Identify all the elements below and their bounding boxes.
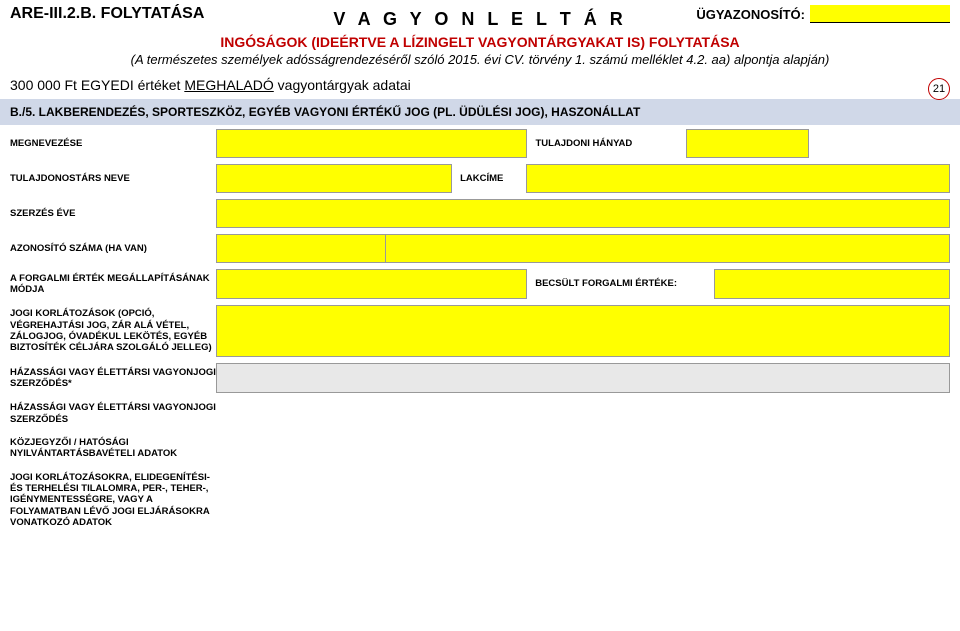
row-kozjegyzoi: KÖZJEGYZŐI / HATÓSÁGI NYILVÁNTARTÁSBAVÉT… [10,434,950,463]
row-forgalmi: A FORGALMI ÉRTÉK MEGÁLLAPÍTÁSÁNAK MÓDJA … [10,269,950,299]
threshold-note: 300 000 Ft EGYEDI értéket MEGHALADÓ vagy… [0,67,960,99]
field-forgalmi-modja[interactable] [217,270,527,299]
label-szerzes-eve: SZERZÉS ÉVE [10,200,217,228]
row-jogi-eljaras: JOGI KORLÁTOZÁSOKRA, ELIDEGENÍTÉSI- ÉS T… [10,469,950,532]
page-number: 21 [928,78,950,100]
subtitle-red: INGÓSÁGOK (IDEÉRTVE A LÍZINGELT VAGYONTÁ… [0,34,960,50]
label-tulajdonostars: TULAJDONOSTÁRS NEVE [10,165,217,193]
field-jogi-korlatozasok[interactable] [217,305,950,357]
label-hazassagi-1: HÁZASSÁGI VAGY ÉLETTÁRSI VAGYONJOGI SZER… [10,364,216,393]
label-hazassagi-2: HÁZASSÁGI VAGY ÉLETTÁRSI VAGYONJOGI SZER… [10,399,217,428]
field-lakcime[interactable] [527,165,950,193]
field-tulajdoni-hanyad[interactable] [687,130,809,158]
field-becsult[interactable] [715,270,950,299]
label-lakcime: LAKCÍME [452,165,527,193]
row-megnevezes: MEGNEVEZÉSE TULAJDONI HÁNYAD [10,129,950,158]
label-azonosito: AZONOSÍTÓ SZÁMA (HA VAN) [10,235,217,263]
field-tulajdonostars[interactable] [217,165,452,193]
case-id-field[interactable] [810,5,950,23]
row-azonosito: AZONOSÍTÓ SZÁMA (HA VAN) [10,234,950,263]
field-szerzes-eve[interactable] [217,200,950,228]
case-id-label: ÜGYAZONOSÍTÓ: [696,7,805,22]
doc-reference: ARE-III.2.B. FOLYTATÁSA [10,5,204,23]
field-hazassagi-1[interactable] [217,364,950,393]
label-becsult: BECSÜLT FORGALMI ÉRTÉKE: [527,270,715,299]
field-azonosito-2[interactable] [386,235,950,263]
label-megnevezese: MEGNEVEZÉSE [10,130,217,158]
label-kozjegyzoi: KÖZJEGYZŐI / HATÓSÁGI NYILVÁNTARTÁSBAVÉT… [10,434,217,463]
case-id-group: ÜGYAZONOSÍTÓ: [696,5,950,23]
row-jogi-korlatozasok: JOGI KORLÁTOZÁSOK (OPCIÓ, VÉGREHAJTÁSI J… [10,305,950,358]
field-megnevezese[interactable] [217,130,527,158]
row-tulajdonostars: TULAJDONOSTÁRS NEVE LAKCÍME [10,164,950,193]
row-szerzes: SZERZÉS ÉVE [10,199,950,228]
label-jogi-korlatozasok: JOGI KORLÁTOZÁSOK (OPCIÓ, VÉGREHAJTÁSI J… [10,305,216,357]
row-hazassagi-2: HÁZASSÁGI VAGY ÉLETTÁRSI VAGYONJOGI SZER… [10,399,950,428]
law-reference: (A természetes személyek adósságrendezés… [0,52,960,67]
field-azonosito-1[interactable] [217,235,386,263]
label-tulajdoni-hanyad: TULAJDONI HÁNYAD [527,130,687,158]
label-forgalmi-ertek: A FORGALMI ÉRTÉK MEGÁLLAPÍTÁSÁNAK MÓDJA [10,270,216,299]
section-header: B./5. LAKBERENDEZÉS, SPORTESZKÖZ, EGYÉB … [0,99,960,125]
label-jogi-eljaras: JOGI KORLÁTOZÁSOKRA, ELIDEGENÍTÉSI- ÉS T… [10,469,217,532]
row-hazassagi-1: HÁZASSÁGI VAGY ÉLETTÁRSI VAGYONJOGI SZER… [10,363,950,393]
